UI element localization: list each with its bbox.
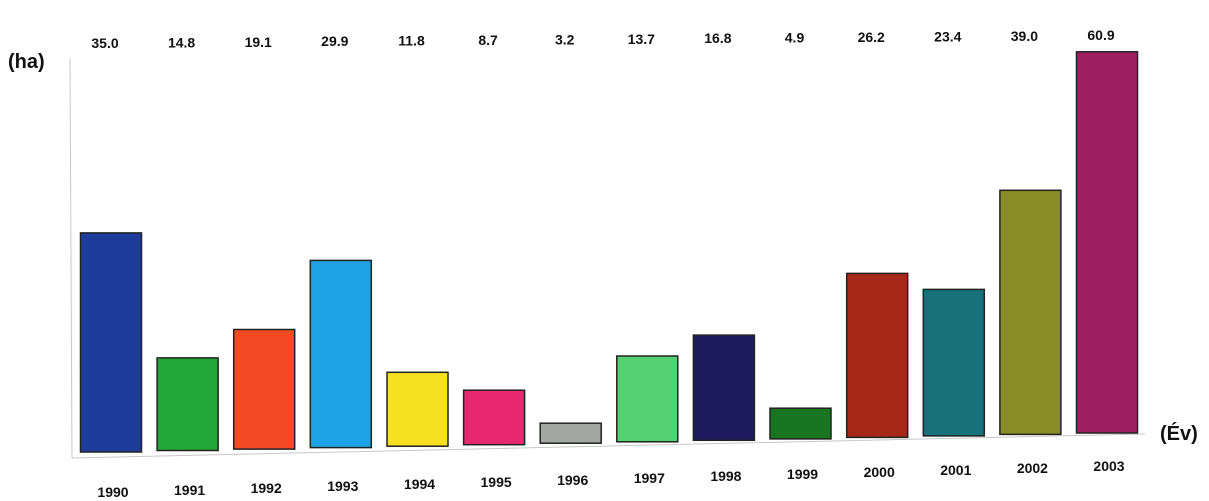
value-label-1995: 8.7: [478, 32, 498, 48]
bar-1990: [79, 232, 143, 453]
x-tick-labels-group: 1990 1991 1992 1993 1994 1995 1996 1997 1998 1999…: [97, 458, 1124, 500]
value-label-1991: 14.8: [168, 34, 195, 50]
x-tick-label-1993: 1993: [327, 478, 358, 494]
x-axis-title: (Év): [1160, 422, 1198, 445]
bar-1998: [692, 334, 756, 442]
x-tick-label-2003: 2003: [1093, 458, 1124, 474]
x-axis-line: [71, 433, 1146, 459]
bars-group: [79, 51, 1139, 453]
bar-1996: [539, 422, 602, 444]
value-label-2002: 39.0: [1011, 28, 1038, 44]
x-tick-label-1992: 1992: [251, 480, 282, 496]
bar-1997: [616, 355, 679, 443]
x-tick-label-1995: 1995: [481, 474, 512, 490]
bar-1993: [309, 259, 373, 449]
bar-1999: [769, 407, 832, 440]
value-label-1993: 29.9: [321, 33, 348, 49]
value-label-1997: 13.7: [628, 31, 655, 47]
value-label-1996: 3.2: [555, 31, 575, 47]
bar-1994: [386, 371, 449, 447]
value-label-1990: 35.0: [91, 35, 118, 51]
value-label-1994: 11.8: [398, 33, 425, 49]
x-tick-label-2001: 2001: [940, 462, 971, 478]
x-tick-label-1991: 1991: [174, 482, 205, 498]
value-label-2001: 23.4: [934, 28, 961, 44]
x-tick-label-1990: 1990: [97, 484, 128, 500]
x-tick-label-1998: 1998: [710, 468, 741, 484]
value-label-1999: 4.9: [785, 30, 805, 46]
y-axis-title: (ha): [8, 51, 45, 73]
value-label-2000: 26.2: [858, 29, 885, 45]
x-tick-label-1996: 1996: [557, 472, 588, 488]
bar-2000: [845, 272, 909, 439]
bar-2003: [1075, 51, 1139, 434]
bar-1991: [156, 357, 219, 452]
value-label-2003: 60.9: [1087, 27, 1114, 43]
bar-2001: [922, 288, 986, 437]
value-label-1992: 19.1: [245, 34, 272, 50]
bar-1995: [462, 389, 526, 446]
value-label-1998: 16.8: [704, 30, 731, 46]
y-axis-line: [69, 57, 73, 459]
bar-1992: [232, 328, 296, 450]
x-tick-label-1999: 1999: [787, 466, 818, 482]
value-labels-group: 35.0 14.8 19.1 29.9 11.8 8.7 3.2 13.7 16.8 4.9 26.…: [91, 27, 1114, 51]
x-tick-label-2002: 2002: [1017, 460, 1048, 476]
x-tick-label-1994: 1994: [404, 476, 435, 492]
bar-2002: [999, 189, 1062, 436]
axes: [69, 57, 1146, 459]
x-tick-label-2000: 2000: [864, 464, 895, 480]
x-tick-label-1997: 1997: [634, 470, 665, 486]
